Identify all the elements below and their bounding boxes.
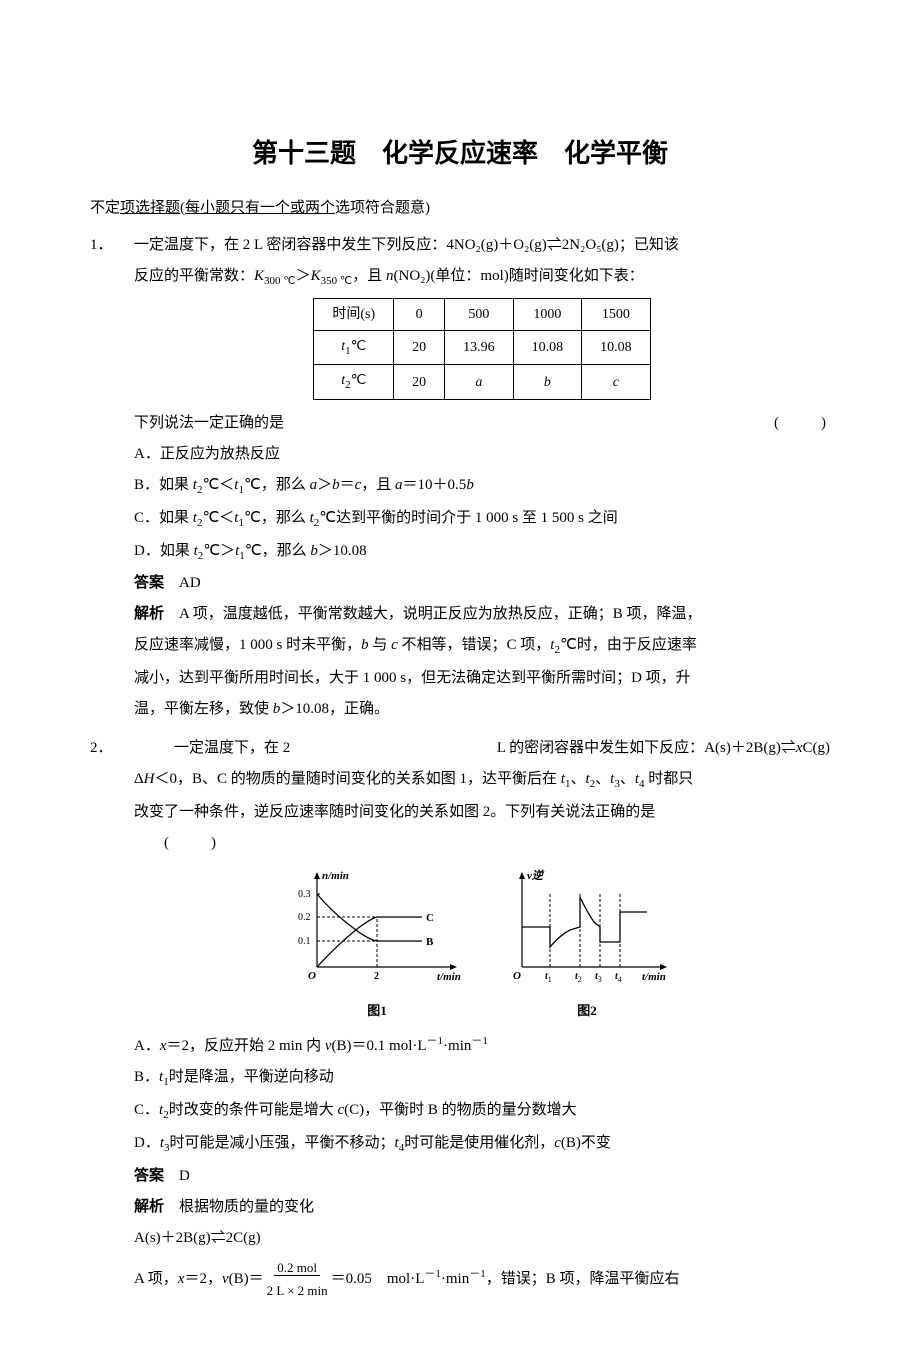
table-cell: b — [513, 365, 582, 400]
q1-analysis-line: 减小，达到平衡所用时间长，大于 1 000 s，但无法确定达到平衡所需时间；D … — [134, 665, 830, 692]
answer-label: 答案 — [134, 1168, 164, 1184]
answer-label: 答案 — [134, 575, 164, 591]
chart-icon: v逆 t/min O t1 t2 t3 t4 — [502, 867, 672, 987]
figure-caption: 图2 — [502, 999, 672, 1022]
table-cell: 1500 — [582, 298, 651, 330]
svg-text:n/min: n/min — [322, 870, 349, 882]
section-underlined: 项选择题(每小题只有一个或两个 — [120, 200, 335, 216]
svg-text:t1: t1 — [545, 971, 552, 984]
q1-body: 一定温度下，在 2 L 密闭容器中发生下列反应：4NO₂(g)＋O₂(g)⇌2N… — [134, 232, 830, 727]
q1-analysis-line: 反应速率减慢，1 000 s 时未平衡，b 与 c 不相等，错误；C 项，t2℃… — [134, 632, 830, 661]
q1-option-c: C．如果 t2℃＜t1℃，那么 t2℃达到平衡的时间介于 1 000 s 至 1… — [134, 505, 830, 534]
q1-option-a: A．正反应为放热反应 — [134, 441, 830, 468]
table-cell: 20 — [394, 330, 445, 365]
svg-text:t/min: t/min — [642, 971, 666, 983]
table-row: 时间(s) 0 500 1000 1500 — [314, 298, 650, 330]
q2-stem-line1: 一定温度下，在 2 L 的密闭容器中发生如下反应：A(s)＋2B(g)⇌xC(g… — [134, 735, 830, 762]
section-prefix: 不定 — [90, 200, 120, 216]
q1-analysis-line: 温，平衡左移，致使 b＞10.08，正确。 — [134, 696, 830, 723]
table-cell: 13.96 — [445, 330, 514, 365]
page-title: 第十三题 化学反应速率 化学平衡 — [90, 130, 830, 177]
svg-text:t4: t4 — [615, 971, 622, 984]
q2-stem-line3: 改变了一种条件，逆反应速率随时间变化的关系如图 2。下列有关说法正确的是 — [134, 799, 830, 826]
svg-text:t/min: t/min — [437, 971, 461, 983]
q1-stem-line2: 反应的平衡常数：K300 ℃＞K350 ℃，且 n(NO₂)(单位：mol)随时… — [134, 263, 830, 292]
q1-option-b: B．如果 t2℃＜t1℃，那么 a＞b＝c，且 a＝10＋0.5b — [134, 472, 830, 501]
figure-caption: 图1 — [292, 999, 462, 1022]
q1-number: 1． — [90, 232, 134, 727]
q1-analysis: 解析 A 项，温度越低，平衡常数越大，说明正反应为放热反应，正确；B 项，降温， — [134, 601, 830, 628]
q2-figures: n/min t/min 0.3 0.2 0.1 O 2 C B — [134, 867, 830, 1022]
svg-text:C: C — [426, 912, 434, 924]
chart-icon: n/min t/min 0.3 0.2 0.1 O 2 C B — [292, 867, 462, 987]
analysis-label: 解析 — [134, 606, 164, 622]
table-cell: 0 — [394, 298, 445, 330]
svg-text:0.1: 0.1 — [298, 936, 311, 947]
table-cell: 20 — [394, 365, 445, 400]
table-cell: 时间(s) — [314, 298, 394, 330]
q2-option-c: C．t2时改变的条件可能是增大 c(C)，平衡时 B 的物质的量分数增大 — [134, 1097, 830, 1126]
q2-paren: ( ) — [134, 830, 830, 857]
table-cell: 10.08 — [582, 330, 651, 365]
q1-answer: 答案 AD — [134, 570, 830, 597]
section-suffix: 选项符合题意) — [335, 200, 430, 216]
table-row: t1℃ 20 13.96 10.08 10.08 — [314, 330, 650, 365]
table-cell: a — [445, 365, 514, 400]
q2-analysis: 解析 根据物质的量的变化 — [134, 1194, 830, 1221]
q2-option-a: A．x＝2，反应开始 2 min 内 v(B)＝0.1 mol·L－1·min－… — [134, 1032, 830, 1060]
q1-stem-line1: 一定温度下，在 2 L 密闭容器中发生下列反应：4NO₂(g)＋O₂(g)⇌2N… — [134, 232, 830, 259]
svg-text:O: O — [308, 970, 316, 982]
question-1: 1． 一定温度下，在 2 L 密闭容器中发生下列反应：4NO₂(g)＋O₂(g)… — [90, 232, 830, 727]
table-cell: t1℃ — [314, 330, 394, 365]
svg-text:2: 2 — [374, 971, 379, 982]
table-row: t2℃ 20 a b c — [314, 365, 650, 400]
q2-option-d: D．t3时可能是减小压强，平衡不移动；t4时可能是使用催化剂，c(B)不变 — [134, 1130, 830, 1159]
q2-option-b: B．t1时是降温，平衡逆向移动 — [134, 1064, 830, 1093]
section-heading: 不定项选择题(每小题只有一个或两个选项符合题意) — [90, 195, 830, 222]
analysis-label: 解析 — [134, 1199, 164, 1215]
table-cell: 1000 — [513, 298, 582, 330]
figure-2: v逆 t/min O t1 t2 t3 t4 图2 — [502, 867, 672, 1022]
q2-stem-line2: ΔH＜0，B、C 的物质的量随时间变化的关系如图 1，达平衡后在 t1、t2、t… — [134, 766, 830, 795]
q2-answer: 答案 D — [134, 1163, 830, 1190]
answer-blank: ( ) — [164, 835, 220, 851]
q2-equation: A(s)＋2B(g)⇌2C(g) — [134, 1225, 830, 1252]
fraction: 0.2 mol2 L × 2 min — [264, 1256, 331, 1303]
table-cell: 10.08 — [513, 330, 582, 365]
question-2: 2． 一定温度下，在 2 L 的密闭容器中发生如下反应：A(s)＋2B(g)⇌x… — [90, 735, 830, 1306]
q1-option-d: D．如果 t2℃＞t1℃，那么 b＞10.08 — [134, 538, 830, 567]
svg-text:0.2: 0.2 — [298, 912, 311, 923]
svg-text:0.3: 0.3 — [298, 889, 311, 900]
q2-number: 2． — [90, 735, 134, 1306]
svg-text:O: O — [513, 970, 521, 982]
table-cell: 500 — [445, 298, 514, 330]
svg-text:t3: t3 — [595, 971, 602, 984]
q1-data-table: 时间(s) 0 500 1000 1500 t1℃ 20 13.96 10.08… — [313, 298, 650, 400]
svg-text:t2: t2 — [575, 971, 582, 984]
q1-stem-line3: 下列说法一定正确的是 ( ) — [134, 410, 830, 437]
table-cell: c — [582, 365, 651, 400]
table-cell: t2℃ — [314, 365, 394, 400]
figure-1: n/min t/min 0.3 0.2 0.1 O 2 C B — [292, 867, 462, 1022]
q2-analysis-line: A 项，x＝2，v(B)＝0.2 mol2 L × 2 min＝0.05 mol… — [134, 1256, 830, 1303]
q2-body: 一定温度下，在 2 L 的密闭容器中发生如下反应：A(s)＋2B(g)⇌xC(g… — [134, 735, 830, 1306]
svg-text:B: B — [426, 936, 434, 948]
answer-blank: ( ) — [774, 410, 830, 437]
svg-text:v逆: v逆 — [527, 869, 545, 882]
